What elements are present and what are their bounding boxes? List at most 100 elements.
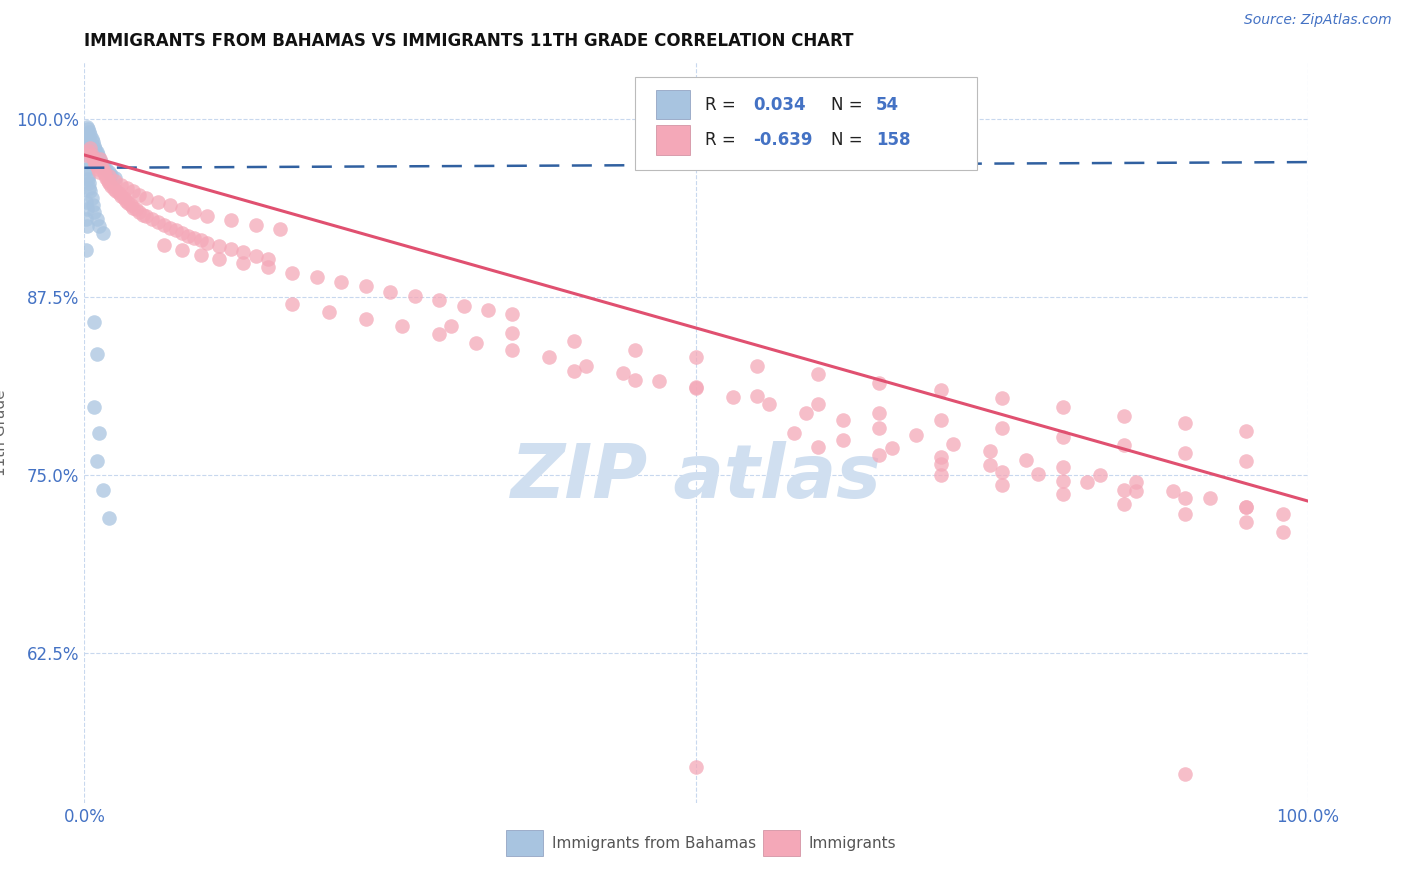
Point: [86, 145, 108, 160]
Point: [1052, 459, 1074, 474]
Point: [1052, 430, 1074, 444]
Text: R =: R =: [704, 96, 741, 114]
Point: [77, 180, 100, 194]
Point: [502, 343, 524, 357]
Point: [880, 442, 903, 456]
Point: [624, 343, 647, 357]
Point: [1088, 468, 1111, 483]
Point: [86, 153, 108, 167]
Point: [128, 187, 150, 202]
Point: [97, 165, 120, 179]
Point: [929, 468, 952, 483]
Point: [929, 450, 952, 464]
Point: [82, 151, 104, 165]
Text: 158: 158: [876, 131, 910, 149]
Point: [91, 483, 114, 497]
Point: [112, 191, 135, 205]
Point: [195, 236, 218, 251]
Point: [76, 129, 98, 144]
Point: [105, 184, 128, 198]
Point: [77, 144, 100, 158]
Text: N =: N =: [831, 96, 868, 114]
Point: [153, 218, 176, 232]
Point: [76, 120, 98, 134]
Point: [305, 270, 328, 285]
Point: [77, 136, 100, 151]
Point: [97, 177, 120, 191]
Point: [83, 153, 105, 168]
Point: [232, 256, 254, 270]
Point: [380, 285, 402, 299]
Point: [77, 172, 100, 186]
Point: [1174, 445, 1197, 459]
Point: [562, 364, 585, 378]
Point: [87, 165, 110, 179]
Point: [93, 161, 115, 175]
Point: [219, 213, 242, 227]
Point: [1272, 507, 1295, 521]
Point: [83, 315, 105, 329]
Point: [869, 449, 891, 463]
Point: [208, 252, 231, 266]
Point: [75, 212, 97, 227]
Point: [1236, 500, 1258, 514]
Point: [117, 196, 139, 211]
Point: [721, 390, 744, 404]
Text: Source: ZipAtlas.com: Source: ZipAtlas.com: [1244, 13, 1392, 28]
Point: [172, 202, 194, 216]
Point: [93, 165, 115, 179]
Text: 54: 54: [876, 96, 898, 114]
Point: [269, 222, 291, 236]
Point: [89, 153, 111, 167]
Point: [195, 209, 218, 223]
Point: [86, 212, 108, 227]
Point: [807, 368, 830, 382]
Point: [575, 359, 598, 373]
Point: [86, 160, 108, 174]
Point: [427, 327, 450, 342]
Point: [1236, 500, 1258, 514]
Point: [453, 299, 475, 313]
Point: [538, 350, 561, 364]
Point: [146, 194, 169, 209]
Text: IMMIGRANTS FROM BAHAMAS VS IMMIGRANTS 11TH GRADE CORRELATION CHART: IMMIGRANTS FROM BAHAMAS VS IMMIGRANTS 11…: [84, 32, 853, 50]
Point: [80, 142, 103, 156]
Point: [807, 440, 830, 454]
Point: [991, 421, 1014, 435]
Point: [1236, 454, 1258, 468]
Point: [87, 162, 110, 177]
Point: [991, 392, 1014, 406]
Point: [77, 177, 100, 191]
Point: [183, 205, 205, 219]
Point: [624, 373, 647, 387]
Point: [1052, 474, 1074, 488]
Point: [115, 180, 138, 194]
Point: [177, 229, 200, 244]
Point: [110, 189, 132, 203]
Point: [77, 169, 100, 184]
Point: [404, 289, 426, 303]
Point: [159, 220, 181, 235]
Point: [979, 444, 1001, 458]
Point: [87, 219, 110, 234]
Point: [758, 397, 780, 411]
Point: [440, 318, 463, 333]
Point: [97, 511, 120, 525]
Point: [685, 760, 707, 774]
Point: [807, 397, 830, 411]
Point: [1114, 409, 1136, 423]
Point: [79, 138, 101, 153]
Point: [79, 128, 101, 142]
Point: [80, 132, 103, 146]
Point: [869, 406, 891, 420]
Point: [190, 234, 212, 248]
Point: [685, 382, 707, 396]
Point: [190, 247, 212, 261]
Point: [125, 202, 148, 216]
Point: [97, 173, 120, 187]
Point: [1015, 452, 1038, 467]
Point: [1272, 525, 1295, 540]
FancyBboxPatch shape: [655, 90, 690, 120]
Point: [82, 145, 104, 160]
Point: [183, 230, 205, 244]
